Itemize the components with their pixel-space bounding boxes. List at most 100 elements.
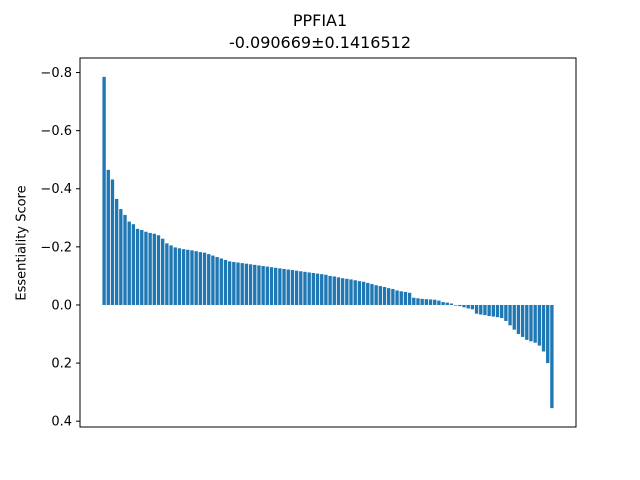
bar [340, 278, 345, 305]
bar [328, 275, 332, 305]
bar [336, 277, 341, 305]
bar [253, 264, 257, 305]
bar [441, 302, 445, 305]
bar [261, 266, 265, 305]
bar [420, 298, 424, 305]
bar [541, 304, 546, 352]
bar [177, 248, 182, 305]
bar [194, 251, 198, 305]
bar [140, 230, 144, 305]
bar [500, 304, 504, 319]
chart-subtitle: -0.090669±0.1416512 [228, 33, 412, 52]
bar [127, 221, 131, 305]
bar [487, 304, 491, 317]
chart-title: PPFIA1 [292, 11, 348, 30]
bar [445, 302, 449, 305]
bar [353, 280, 357, 305]
bar [278, 268, 282, 305]
bar [349, 279, 353, 305]
bar [265, 266, 269, 305]
bar [181, 249, 186, 305]
bar [479, 304, 483, 315]
bar [315, 273, 320, 305]
bar [294, 270, 299, 305]
bar [449, 303, 454, 305]
bar [332, 276, 336, 305]
bar [512, 304, 516, 330]
bar [529, 304, 533, 342]
bar [106, 169, 110, 305]
bar [546, 304, 550, 364]
y-tick-label: 0.0 [51, 298, 72, 313]
y-tick-label: 0.4 [51, 415, 72, 430]
bar [520, 304, 525, 337]
bar [290, 270, 295, 305]
bar [424, 299, 429, 305]
bar [232, 261, 236, 305]
bar [458, 304, 462, 307]
bar [269, 267, 274, 305]
bar [131, 224, 136, 305]
bar [382, 286, 387, 305]
bar [135, 228, 140, 305]
bar [198, 252, 203, 305]
bar [483, 304, 487, 316]
bar [416, 298, 420, 305]
bar [186, 249, 190, 305]
bar [257, 265, 261, 305]
bar [516, 304, 521, 335]
bar [248, 264, 253, 305]
bar [470, 304, 475, 310]
bar [156, 235, 161, 305]
bar [453, 304, 458, 306]
bar [474, 304, 479, 314]
bar [274, 267, 278, 305]
bar [123, 214, 127, 305]
bar [299, 271, 303, 305]
bar [286, 269, 290, 305]
bar [173, 247, 177, 305]
bar [533, 304, 537, 343]
bar [412, 297, 416, 305]
bar [311, 273, 316, 305]
y-tick-label: 0.2 [51, 357, 72, 372]
bar [207, 254, 211, 305]
bar [202, 252, 207, 305]
y-tick-label: −0.6 [40, 124, 72, 139]
y-axis-ticks: −0.8 −0.6 −0.4 −0.2 0.0 0.2 0.4 [40, 66, 80, 430]
bar [370, 284, 374, 305]
bar [148, 232, 152, 305]
bar [282, 268, 286, 305]
bar [227, 261, 232, 305]
bar [495, 304, 500, 318]
bar [537, 304, 542, 346]
bar [215, 257, 219, 305]
bar [374, 285, 378, 305]
y-tick-label: −0.2 [40, 240, 72, 255]
bar [303, 271, 307, 305]
bar [378, 286, 382, 305]
bar [110, 179, 115, 305]
bar [169, 245, 173, 305]
bar [437, 300, 441, 305]
bar [244, 263, 249, 305]
bar [144, 231, 148, 305]
bar [219, 258, 223, 305]
bar [550, 304, 554, 409]
bar [190, 250, 194, 305]
bar [399, 291, 403, 305]
bar [525, 304, 529, 340]
bar [433, 299, 437, 305]
bar [211, 255, 215, 305]
bar [361, 281, 366, 305]
bar [307, 272, 311, 305]
bar [357, 281, 362, 305]
bar [236, 262, 240, 305]
y-tick-label: −0.8 [40, 66, 72, 81]
bar [161, 238, 165, 305]
bar [320, 274, 324, 305]
bar [119, 209, 123, 305]
bar [387, 288, 391, 305]
bar [466, 304, 470, 309]
